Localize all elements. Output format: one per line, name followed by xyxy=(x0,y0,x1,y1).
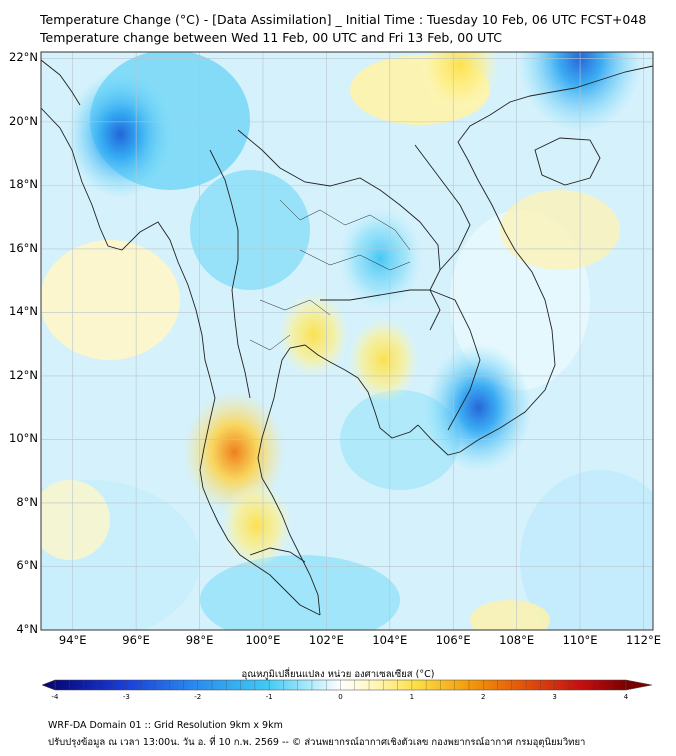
anomaly-cold-isan xyxy=(338,207,423,310)
latitude-label: 20°N xyxy=(9,113,38,128)
gulf-of-thailand-west xyxy=(257,344,321,616)
colorbar-tick-label: -4 xyxy=(51,693,59,701)
footer-credit: ปรับปรุงข้อมูล ณ เวลา 13:00น. วัน อ. ที่… xyxy=(48,737,586,748)
latitude-label: 4°N xyxy=(16,622,38,636)
myanmar-thai-border xyxy=(209,149,251,399)
longitude-label: 102°E xyxy=(308,633,344,647)
longitude-label: 98°E xyxy=(185,633,214,647)
laos-vietnam-border xyxy=(414,144,471,271)
india-bangladesh-coast xyxy=(41,59,81,106)
latitude-label: 14°N xyxy=(9,304,38,319)
anomaly-warm-south-peninsula xyxy=(221,482,293,568)
longitude-label: 100°E xyxy=(245,633,281,647)
longitude-label: 94°E xyxy=(58,633,87,647)
myanmar-coast xyxy=(41,107,216,489)
latitude-label: 16°N xyxy=(9,240,38,255)
peninsula-west-coast xyxy=(202,487,321,616)
colorbar-tick-label: -2 xyxy=(194,693,202,701)
colorbar-tick-label: 3 xyxy=(552,693,557,701)
colorbar-tick-label: 0 xyxy=(338,693,343,701)
longitude-label: 104°E xyxy=(372,633,408,647)
latitude-label: 22°N xyxy=(9,50,38,65)
colorbar-tick-label: 2 xyxy=(481,693,486,701)
hainan xyxy=(534,137,601,186)
map-frame xyxy=(40,51,654,631)
longitude-label: 96°E xyxy=(122,633,150,647)
thai-cambodia-border xyxy=(320,289,441,331)
longitude-label: 108°E xyxy=(499,633,535,647)
latitude-label: 12°N xyxy=(9,367,38,382)
malay-thai-border xyxy=(249,547,306,563)
colorbar-tick-label: 1 xyxy=(409,693,415,701)
longitude-label: 112°E xyxy=(626,633,661,647)
longitude-label: 106°E xyxy=(435,633,471,647)
cambodia-vietnam-coast xyxy=(417,114,556,456)
colorbar-tick-label: -1 xyxy=(265,693,273,701)
latitude-label: 6°N xyxy=(16,558,38,573)
south-china-coast xyxy=(489,65,653,116)
chart-title-line1: Temperature Change (°C) - [Data Assimila… xyxy=(40,12,647,27)
longitude-label: 110°E xyxy=(562,633,598,647)
thai-laos-border xyxy=(237,129,441,291)
colorbar-minor-ticks xyxy=(54,680,627,690)
colorbar-tick-label: -3 xyxy=(122,693,130,701)
colorbar-title: อุณหภูมิเปลี่ยนแปลง หน่วย องศาเซลเซียส (… xyxy=(241,669,435,680)
anomaly-warm-north xyxy=(419,52,500,113)
chart-title-line2: Temperature change between Wed 11 Feb, 0… xyxy=(40,30,502,45)
footer-model-info: WRF-DA Domain 01 :: Grid Resolution 9km … xyxy=(48,720,283,731)
inner-provinces xyxy=(249,199,411,351)
latitude-label: 10°N xyxy=(9,431,38,446)
anomaly-cold-myanmar xyxy=(67,70,174,199)
anomaly-warm-gulf-thailand xyxy=(278,291,350,378)
latitude-label: 18°N xyxy=(9,177,38,192)
vietnam-cambodia-border xyxy=(429,289,481,431)
anomaly-warm-east-gulf xyxy=(347,317,420,403)
colorbar xyxy=(41,679,653,691)
latitude-label: 8°N xyxy=(16,494,38,509)
temperature-field xyxy=(41,52,653,630)
colorbar-tick-label: 4 xyxy=(623,693,629,701)
gulf-of-thailand-north xyxy=(304,344,419,439)
coastlines-borders xyxy=(41,59,653,616)
